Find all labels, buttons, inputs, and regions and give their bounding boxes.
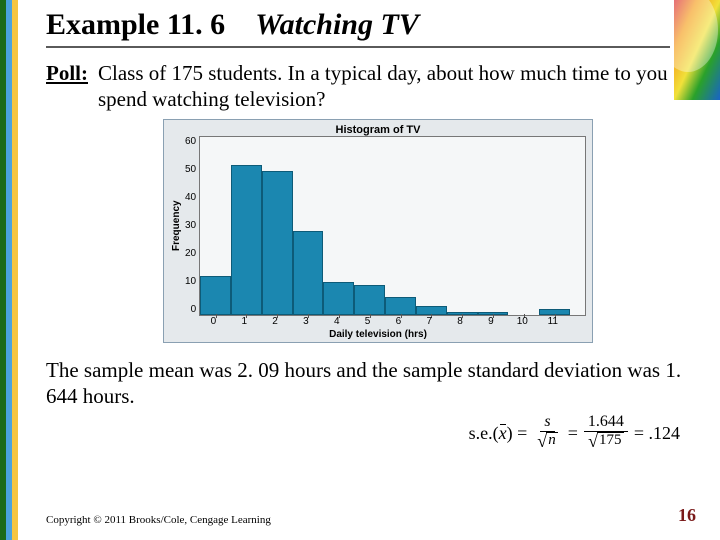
histogram-bar <box>293 231 324 315</box>
title-prefix: Example 11. 6 <box>46 8 225 41</box>
left-accent-stripe <box>0 0 18 540</box>
poll-text: Class of 175 students. In a typical day,… <box>98 60 710 113</box>
histogram-bar <box>385 297 416 315</box>
chart-xticks: 01234567891011 <box>198 316 568 328</box>
slide-title: Example 11. 6 Watching TV <box>46 8 670 48</box>
chart-ylabel: Frequency <box>170 136 183 316</box>
chart-yticks: 6050403020100 <box>183 136 199 316</box>
histogram-bar <box>200 276 231 315</box>
poll-row: Poll: Class of 175 students. In a typica… <box>46 60 710 113</box>
histogram-bar <box>231 165 262 315</box>
poll-label: Poll: <box>46 60 88 113</box>
copyright: Copyright © 2011 Brooks/Cole, Cengage Le… <box>46 514 271 526</box>
title-suffix: Watching TV <box>255 8 419 41</box>
chart-plot-area <box>199 136 586 316</box>
histogram-container: Histogram of TV Frequency 6050403020100 … <box>163 119 593 343</box>
chart-xlabel: Daily television (hrs) <box>170 329 586 340</box>
formula-row: s.e.(x) = s √n = 1.644 √175 = .124 <box>46 414 710 452</box>
histogram-bar <box>354 285 385 315</box>
histogram-bar <box>323 282 354 315</box>
page-number: 16 <box>678 505 696 526</box>
histogram-bar <box>262 171 293 315</box>
chart-title: Histogram of TV <box>170 124 586 136</box>
se-formula: s.e.(x) = s √n = 1.644 √175 = .124 <box>469 414 680 452</box>
summary-text: The sample mean was 2. 09 hours and the … <box>46 357 710 411</box>
